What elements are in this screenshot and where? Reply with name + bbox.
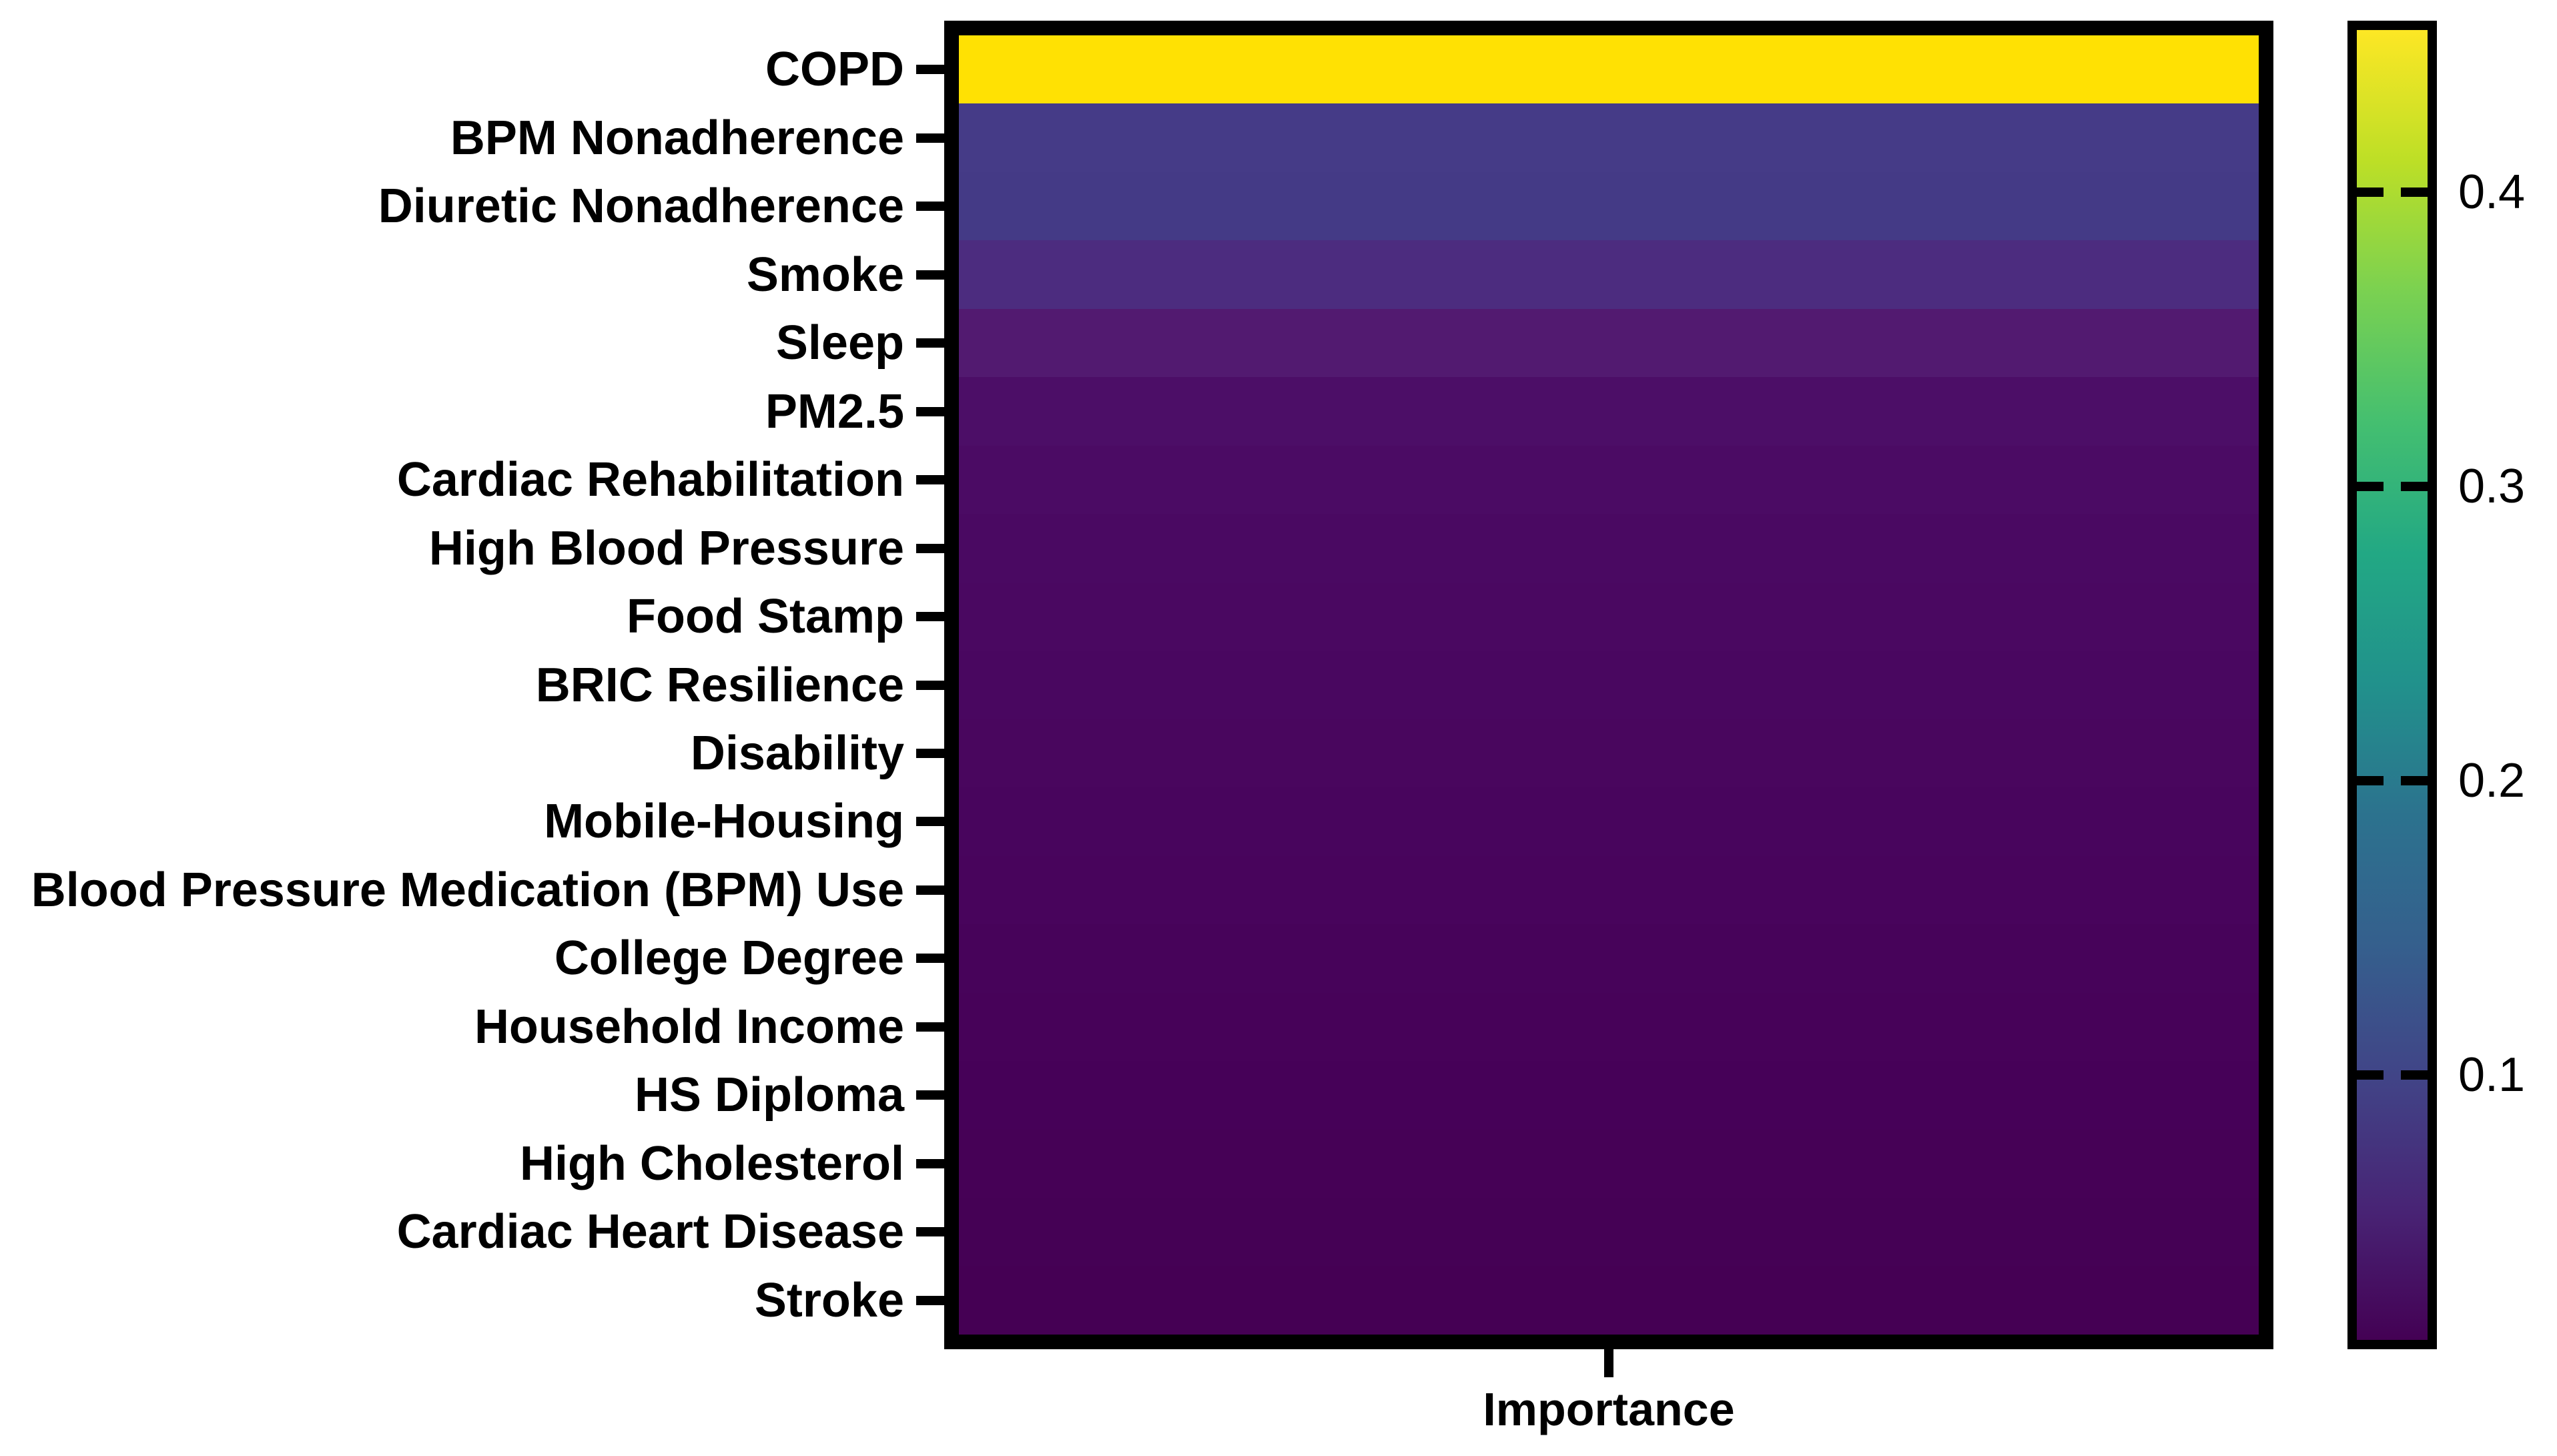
y-tick-mark bbox=[916, 133, 946, 143]
heatmap-row bbox=[959, 1129, 2259, 1198]
x-axis-label: Importance bbox=[1483, 1383, 1735, 1435]
y-tick-mark bbox=[916, 65, 946, 75]
y-axis-label: BRIC Resilience bbox=[535, 658, 904, 712]
colorbar-tick-mark bbox=[2357, 481, 2384, 491]
y-axis-label: Cardiac Rehabilitation bbox=[396, 453, 904, 507]
colorbar bbox=[2347, 21, 2437, 1349]
y-axis-label: HS Diploma bbox=[634, 1068, 904, 1122]
colorbar-tick-label: 0.4 bbox=[2458, 165, 2526, 219]
y-axis-label: High Cholesterol bbox=[519, 1136, 904, 1190]
heatmap-row bbox=[959, 103, 2259, 172]
y-axis-label: Food Stamp bbox=[627, 590, 904, 644]
heatmap-row bbox=[959, 308, 2259, 378]
y-tick-mark bbox=[916, 885, 946, 895]
heatmap-row bbox=[959, 651, 2259, 719]
y-tick-mark bbox=[916, 954, 946, 964]
colorbar-tick-mark bbox=[2357, 187, 2384, 197]
colorbar-tick-mark bbox=[2401, 1070, 2428, 1080]
colorbar-tick-mark bbox=[2357, 1070, 2384, 1080]
y-axis-label: Cardiac Heart Disease bbox=[396, 1205, 904, 1259]
colorbar-tick-mark bbox=[2401, 187, 2428, 197]
y-tick-mark bbox=[916, 543, 946, 553]
y-tick-mark bbox=[916, 1022, 946, 1032]
heatmap-row bbox=[959, 582, 2259, 651]
colorbar-tick-label: 0.3 bbox=[2458, 459, 2526, 513]
y-axis-label: Mobile-Housing bbox=[544, 795, 904, 849]
y-axis-label: PM2.5 bbox=[765, 384, 904, 438]
y-axis-label: Household Income bbox=[474, 1000, 904, 1054]
colorbar-tick-mark bbox=[2401, 775, 2428, 785]
y-axis-label: Stroke bbox=[754, 1273, 904, 1327]
y-tick-mark bbox=[916, 406, 946, 416]
heatmap-row bbox=[959, 992, 2259, 1062]
y-tick-mark bbox=[916, 475, 946, 485]
heatmap-row bbox=[959, 719, 2259, 788]
y-axis-label: College Degree bbox=[554, 932, 904, 986]
colorbar-gradient bbox=[2357, 30, 2428, 1340]
y-axis-label: Disability bbox=[690, 726, 904, 780]
colorbar-tick-mark bbox=[2401, 481, 2428, 491]
colorbar-tick-label: 0.2 bbox=[2458, 753, 2526, 807]
y-axis-label: Blood Pressure Medication (BPM) Use bbox=[31, 863, 904, 917]
colorbar-tick-mark bbox=[2357, 775, 2384, 785]
heatmap-row bbox=[959, 924, 2259, 993]
heatmap-row bbox=[959, 514, 2259, 583]
y-axis-label: Smoke bbox=[746, 248, 904, 302]
y-tick-mark bbox=[916, 1090, 946, 1100]
y-axis-label: COPD bbox=[765, 43, 904, 97]
y-tick-mark bbox=[916, 1158, 946, 1168]
colorbar-tick-label: 0.1 bbox=[2458, 1048, 2526, 1102]
heatmap-row bbox=[959, 35, 2259, 104]
heatmap-rows bbox=[959, 35, 2259, 1335]
heatmap-row bbox=[959, 171, 2259, 241]
heatmap-row bbox=[959, 1061, 2259, 1130]
heatmap-row bbox=[959, 855, 2259, 925]
y-tick-mark bbox=[916, 270, 946, 280]
y-tick-mark bbox=[916, 202, 946, 212]
heatmap-row bbox=[959, 377, 2259, 446]
y-axis-label: High Blood Pressure bbox=[428, 521, 904, 575]
heatmap-row bbox=[959, 1266, 2259, 1335]
x-axis-tick bbox=[1604, 1349, 1613, 1377]
y-tick-mark bbox=[916, 748, 946, 758]
heatmap-row bbox=[959, 240, 2259, 309]
heatmap-row bbox=[959, 1197, 2259, 1266]
y-tick-mark bbox=[916, 680, 946, 690]
y-tick-mark bbox=[916, 612, 946, 622]
y-tick-mark bbox=[916, 817, 946, 827]
y-axis-label: BPM Nonadherence bbox=[450, 111, 904, 165]
heatmap-row bbox=[959, 445, 2259, 514]
y-tick-mark bbox=[916, 338, 946, 348]
y-tick-mark bbox=[916, 1295, 946, 1305]
heatmap-row bbox=[959, 787, 2259, 856]
heatmap-plot bbox=[944, 21, 2273, 1349]
y-tick-mark bbox=[916, 1227, 946, 1237]
y-axis-label: Diuretic Nonadherence bbox=[378, 179, 904, 234]
y-axis-label: Sleep bbox=[775, 316, 904, 370]
